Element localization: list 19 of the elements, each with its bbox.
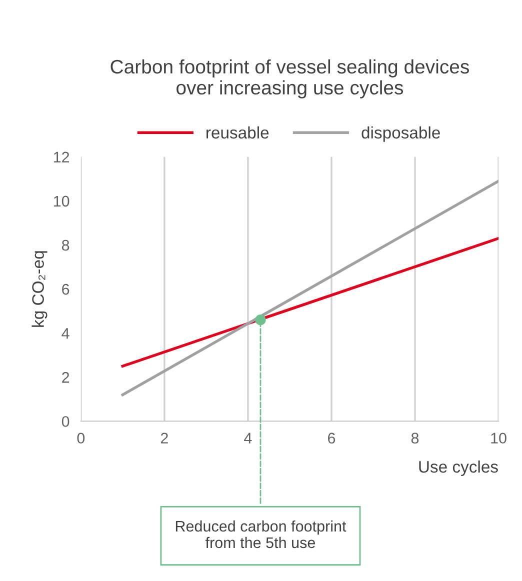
x-axis-title: Use cycles xyxy=(419,460,498,476)
y-tick-label: 12 xyxy=(54,152,70,162)
x-tick-label: 2 xyxy=(160,432,168,444)
x-tick-label: 10 xyxy=(491,432,506,444)
x-tick-label: 6 xyxy=(328,432,336,444)
y-tick-label: 8 xyxy=(62,240,70,251)
x-tick-label: 4 xyxy=(244,432,252,444)
y-tick-label: 6 xyxy=(62,284,70,295)
y-tick-label: 2 xyxy=(62,372,70,383)
legend-label: reusable xyxy=(206,126,269,139)
y-tick-label: 0 xyxy=(62,416,70,427)
x-tick-label: 0 xyxy=(77,432,85,444)
y-tick-label: 10 xyxy=(54,196,70,207)
x-tick-label: 8 xyxy=(411,432,419,444)
legend-label: disposable xyxy=(362,126,440,142)
chart-title: Carbon footprint of vessel sealing devices over increasing use cycles xyxy=(110,59,469,98)
annotation: Reduced carbon footprint from the 5th use xyxy=(176,520,346,548)
y-tick-label: 4 xyxy=(62,328,70,339)
y-axis-title: kg CO₂-eq xyxy=(32,251,48,327)
